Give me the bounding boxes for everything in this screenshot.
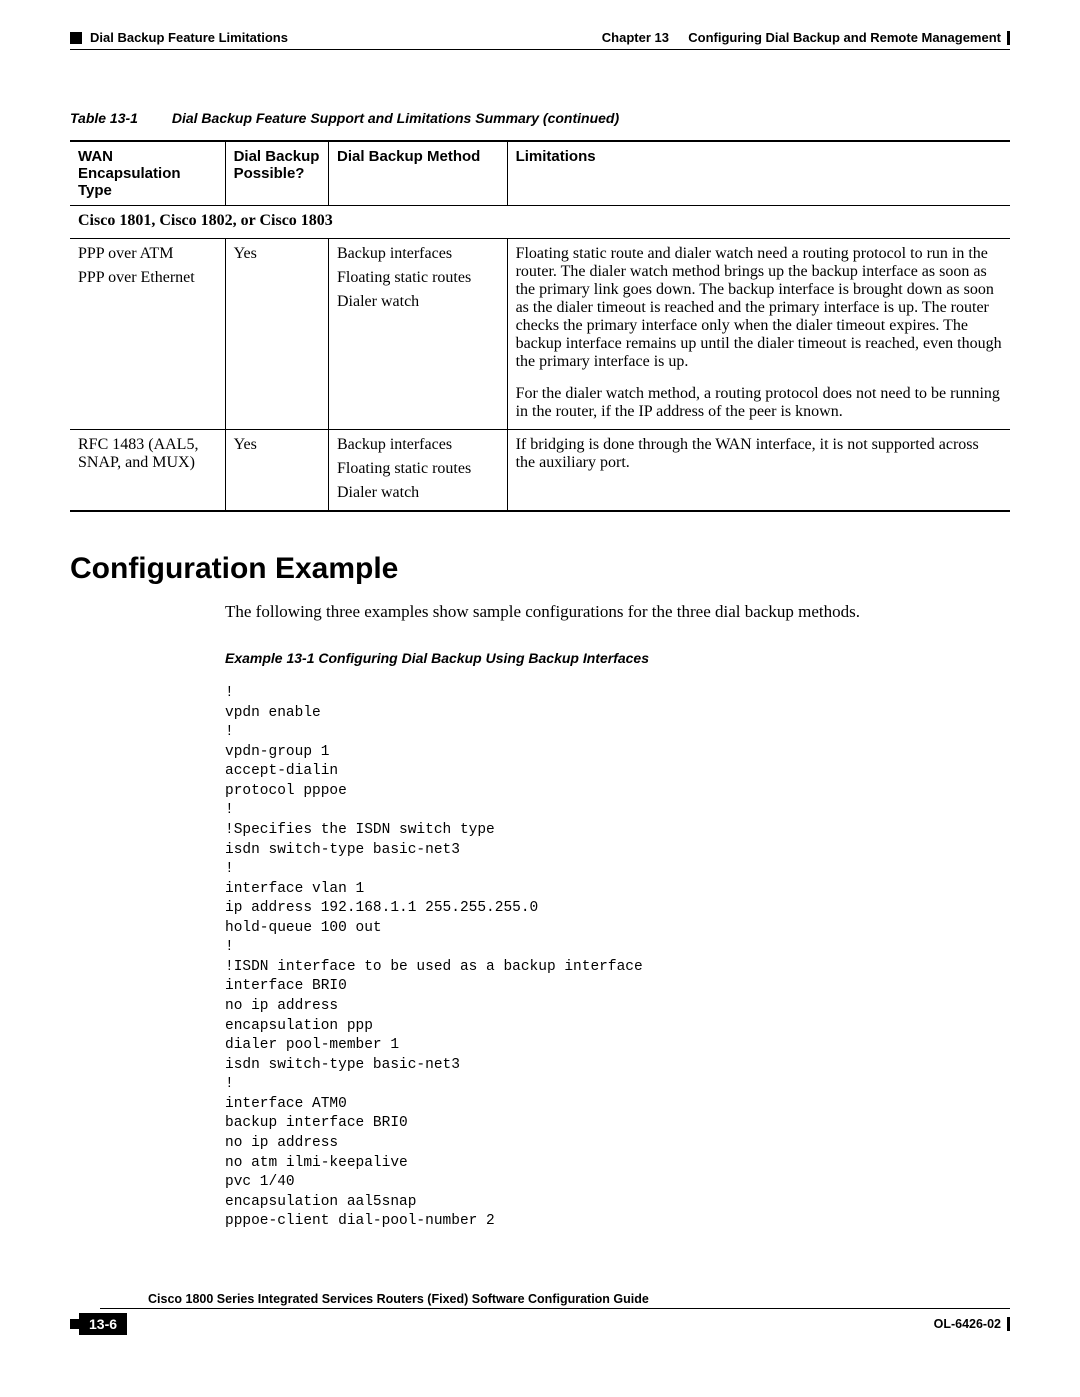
example-caption: Example 13-1 Configuring Dial Backup Usi…: [70, 650, 1010, 666]
feature-table: WAN Encapsulation Type Dial Backup Possi…: [70, 140, 1010, 512]
method-line-1: Backup interfaces: [337, 436, 499, 454]
method-line-3: Dialer watch: [337, 484, 499, 502]
footer-row: 13-6 OL-6426-02: [70, 1313, 1010, 1335]
wan-line-2: PPP over Ethernet: [78, 269, 217, 287]
header-rule: [70, 49, 1010, 50]
page-footer: Cisco 1800 Series Integrated Services Ro…: [70, 1292, 1010, 1335]
method-line-2: Floating static routes: [337, 269, 499, 287]
document-page: Dial Backup Feature Limitations Chapter …: [0, 0, 1080, 1365]
table-caption: Table 13-1 Dial Backup Feature Support a…: [70, 110, 1010, 126]
header-section-label: Dial Backup Feature Limitations: [90, 30, 288, 45]
col-possible: Dial Backup Possible?: [225, 141, 328, 206]
header-chapter-label: Chapter 13: [602, 30, 669, 45]
cell-method: Backup interfaces Floating static routes…: [328, 239, 507, 430]
footer-left: 13-6: [70, 1313, 127, 1335]
footer-rule: [100, 1308, 1010, 1309]
cell-wan: PPP over ATM PPP over Ethernet: [70, 239, 225, 430]
header-chapter-title: Configuring Dial Backup and Remote Manag…: [688, 30, 1001, 45]
footer-doc-title: Cisco 1800 Series Integrated Services Ro…: [148, 1292, 1010, 1306]
header-bar-icon: [1007, 31, 1010, 45]
header-right: Chapter 13 Configuring Dial Backup and R…: [602, 30, 1010, 45]
col-method: Dial Backup Method: [328, 141, 507, 206]
header-left: Dial Backup Feature Limitations: [70, 30, 288, 45]
method-line-3: Dialer watch: [337, 293, 499, 311]
table-caption-text: Dial Backup Feature Support and Limitati…: [172, 110, 619, 126]
page-number-badge: 13-6: [79, 1313, 127, 1335]
footer-right: OL-6426-02: [934, 1317, 1010, 1331]
cell-limitations: If bridging is done through the WAN inte…: [507, 430, 1010, 512]
table-number: Table 13-1: [70, 110, 138, 126]
wan-line-1: PPP over ATM: [78, 245, 217, 263]
col-limitations: Limitations: [507, 141, 1010, 206]
method-line-2: Floating static routes: [337, 460, 499, 478]
cell-wan: RFC 1483 (AAL5, SNAP, and MUX): [70, 430, 225, 512]
cell-possible: Yes: [225, 239, 328, 430]
col-wan-encap: WAN Encapsulation Type: [70, 141, 225, 206]
table-header-row: WAN Encapsulation Type Dial Backup Possi…: [70, 141, 1010, 206]
table-row: PPP over ATM PPP over Ethernet Yes Backu…: [70, 239, 1010, 430]
method-line-1: Backup interfaces: [337, 245, 499, 263]
code-block: ! vpdn enable ! vpdn-group 1 accept-dial…: [70, 684, 1010, 1232]
footer-bar-icon: [1007, 1317, 1010, 1331]
footer-doc-id: OL-6426-02: [934, 1317, 1001, 1331]
table-row: RFC 1483 (AAL5, SNAP, and MUX) Yes Backu…: [70, 430, 1010, 512]
table-section-row: Cisco 1801, Cisco 1802, or Cisco 1803: [70, 206, 1010, 239]
cell-method: Backup interfaces Floating static routes…: [328, 430, 507, 512]
cell-limitations: Floating static route and dialer watch n…: [507, 239, 1010, 430]
section-row-label: Cisco 1801, Cisco 1802, or Cisco 1803: [70, 206, 1010, 239]
lim-para-1: Floating static route and dialer watch n…: [516, 245, 1002, 371]
cell-possible: Yes: [225, 430, 328, 512]
page-header: Dial Backup Feature Limitations Chapter …: [70, 30, 1010, 45]
intro-paragraph: The following three examples show sample…: [70, 602, 1010, 622]
header-marker-icon: [70, 32, 82, 44]
lim-para-2: For the dialer watch method, a routing p…: [516, 385, 1002, 421]
section-heading: Configuration Example: [70, 552, 1010, 586]
